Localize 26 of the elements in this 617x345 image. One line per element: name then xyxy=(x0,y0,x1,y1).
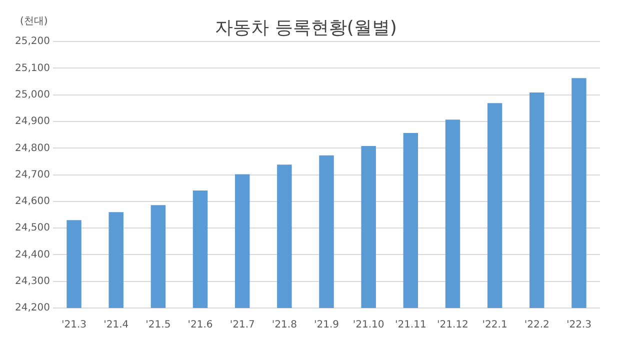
y-tick-label: 25,200 xyxy=(14,36,50,48)
x-tick-label: '21.12 xyxy=(437,320,468,331)
x-tick-label: '21.6 xyxy=(188,320,213,331)
x-tick-label: '21.7 xyxy=(230,320,255,331)
y-axis-title: (천대) xyxy=(20,16,48,28)
y-tick-label: 24,800 xyxy=(14,142,50,154)
x-tick-label: '21.8 xyxy=(272,320,297,331)
y-tick-label: 24,500 xyxy=(14,222,50,234)
x-tick-label: '22.2 xyxy=(524,320,550,331)
x-tick-label: '21.10 xyxy=(352,320,384,331)
y-tick-label: 25,000 xyxy=(14,89,50,100)
x-tick-label: '22.1 xyxy=(482,320,508,331)
x-tick-label: '21.5 xyxy=(146,320,171,331)
y-tick-label: 24,900 xyxy=(14,116,50,128)
x-tick-label: '21.3 xyxy=(62,320,87,331)
y-tick-label: 25,100 xyxy=(14,62,50,74)
x-tick-label: '22.3 xyxy=(566,320,592,331)
y-tick-label: 24,600 xyxy=(14,196,50,208)
y-tick-label: 24,700 xyxy=(14,169,50,180)
x-tick-label: '21.4 xyxy=(104,320,129,331)
y-tick-label: 24,400 xyxy=(14,249,50,260)
y-tick-label: 24,300 xyxy=(14,276,50,287)
y-tick-label: 24,200 xyxy=(14,302,50,314)
x-tick-label: '21.11 xyxy=(394,320,426,331)
chart-title: 자동차 등록현황(월별) xyxy=(215,17,397,38)
x-tick-label: '21.9 xyxy=(314,320,340,331)
